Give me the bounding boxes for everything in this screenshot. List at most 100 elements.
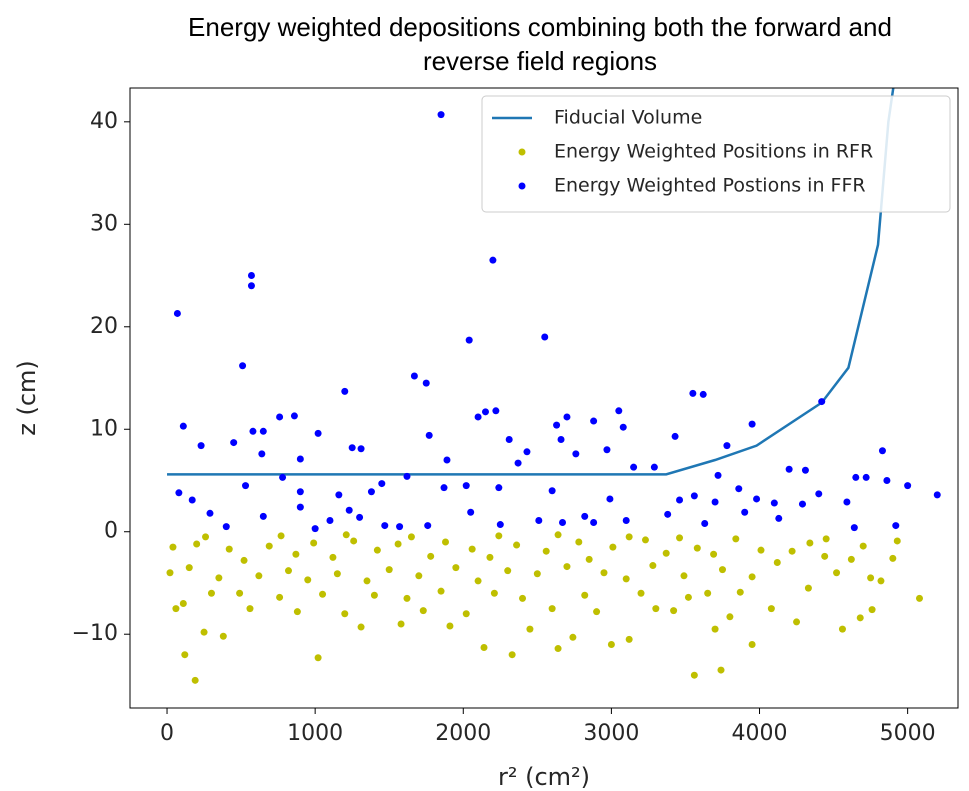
- x-tick-label: 1000: [287, 721, 343, 746]
- scatter-point: [357, 623, 365, 631]
- scatter-point: [508, 651, 516, 659]
- scatter-point: [356, 513, 364, 521]
- scatter-point: [676, 534, 684, 542]
- scatter-point: [207, 589, 215, 597]
- scatter-point: [293, 608, 301, 616]
- scatter-point: [277, 532, 285, 540]
- scatter-point: [259, 512, 267, 520]
- x-tick-label: 0: [160, 721, 174, 746]
- scatter-point: [662, 549, 670, 557]
- scatter-point: [197, 442, 205, 450]
- scatter-point: [581, 591, 589, 599]
- scatter-point: [200, 628, 208, 636]
- scatter-point: [424, 522, 432, 530]
- scatter-point: [690, 492, 698, 500]
- scatter-point: [335, 491, 343, 499]
- scatter-point: [215, 574, 223, 582]
- y-tick-label: 40: [90, 109, 118, 134]
- scatter-point: [541, 333, 549, 341]
- chart-title: Energy weighted depositions combining bo…: [188, 12, 892, 76]
- scatter-point: [711, 625, 719, 633]
- scatter-point: [440, 484, 448, 492]
- scatter-point: [394, 540, 402, 548]
- scatter-point: [859, 542, 867, 550]
- scatter-point: [255, 572, 263, 580]
- scatter-point: [378, 480, 386, 488]
- scatter-point: [462, 482, 470, 490]
- scatter-point: [314, 654, 322, 662]
- scatter-point: [348, 444, 356, 452]
- scatter-point: [311, 525, 319, 533]
- scatter-point: [670, 607, 678, 615]
- x-tick-label: 2000: [435, 721, 491, 746]
- scatter-point: [452, 564, 460, 572]
- scatter-point: [867, 574, 875, 582]
- scatter-point: [593, 608, 601, 616]
- scatter-point: [185, 564, 193, 572]
- scatter-point: [246, 605, 254, 613]
- scatter-point: [606, 495, 614, 503]
- y-tick-label: −10: [72, 621, 118, 646]
- scatter-point: [397, 620, 405, 628]
- scatter-point: [490, 589, 498, 597]
- y-tick-label: 10: [90, 416, 118, 441]
- legend: Fiducial Volume Energy Weighted Positions…: [481, 95, 951, 213]
- scatter-point: [290, 412, 298, 420]
- scatter-point: [441, 538, 449, 546]
- scatter-point: [548, 605, 556, 613]
- scatter-point: [236, 589, 244, 597]
- scatter-point: [258, 450, 266, 458]
- scatter-point: [357, 445, 365, 453]
- scatter-point: [363, 577, 371, 585]
- scatter-point: [590, 519, 598, 527]
- scatter-point: [773, 558, 781, 566]
- scatter-point: [689, 389, 697, 397]
- scatter-point: [181, 651, 189, 659]
- scatter-point: [883, 476, 891, 484]
- scatter-point: [370, 591, 378, 599]
- scatter-point: [504, 567, 512, 575]
- scatter-point: [821, 552, 829, 560]
- scatter-point: [641, 536, 649, 544]
- scatter-point: [726, 613, 734, 621]
- scatter-point: [877, 577, 885, 585]
- scatter-point: [619, 423, 627, 431]
- scatter-point: [852, 473, 860, 481]
- scatter-point: [553, 421, 561, 429]
- scatter-point: [664, 510, 672, 518]
- scatter-point: [314, 429, 322, 437]
- scatter-point: [249, 427, 257, 435]
- scatter-point: [775, 514, 783, 522]
- scatter-point: [292, 550, 300, 558]
- scatter-point: [425, 431, 433, 439]
- scatter-point: [801, 466, 809, 474]
- scatter-point: [247, 272, 255, 280]
- scatter-point: [548, 487, 556, 495]
- scatter-point: [671, 432, 679, 440]
- scatter-point: [581, 512, 589, 520]
- scatter-point: [717, 666, 725, 674]
- scatter-point: [575, 538, 583, 546]
- scatter-point: [615, 407, 623, 415]
- scatter-point: [467, 508, 475, 516]
- scatter-point: [296, 455, 304, 463]
- scatter-point: [341, 387, 349, 395]
- scatter-point: [175, 489, 183, 497]
- y-tick-label: 30: [90, 211, 118, 236]
- scatter-point: [603, 446, 611, 454]
- scatter-point: [526, 625, 534, 633]
- y-tick-label: 20: [90, 314, 118, 339]
- scatter-point: [373, 546, 381, 554]
- scatter-point: [684, 593, 692, 601]
- scatter-point: [806, 539, 814, 547]
- scatter-point: [804, 584, 812, 592]
- scatter-point: [513, 541, 521, 549]
- scatter-point: [437, 587, 445, 595]
- scatter-point: [225, 545, 233, 553]
- scatter-point: [443, 456, 451, 464]
- scatter-point: [239, 362, 247, 370]
- scatter-point: [838, 625, 846, 633]
- scatter-point: [798, 500, 806, 508]
- scatter-point: [785, 465, 793, 473]
